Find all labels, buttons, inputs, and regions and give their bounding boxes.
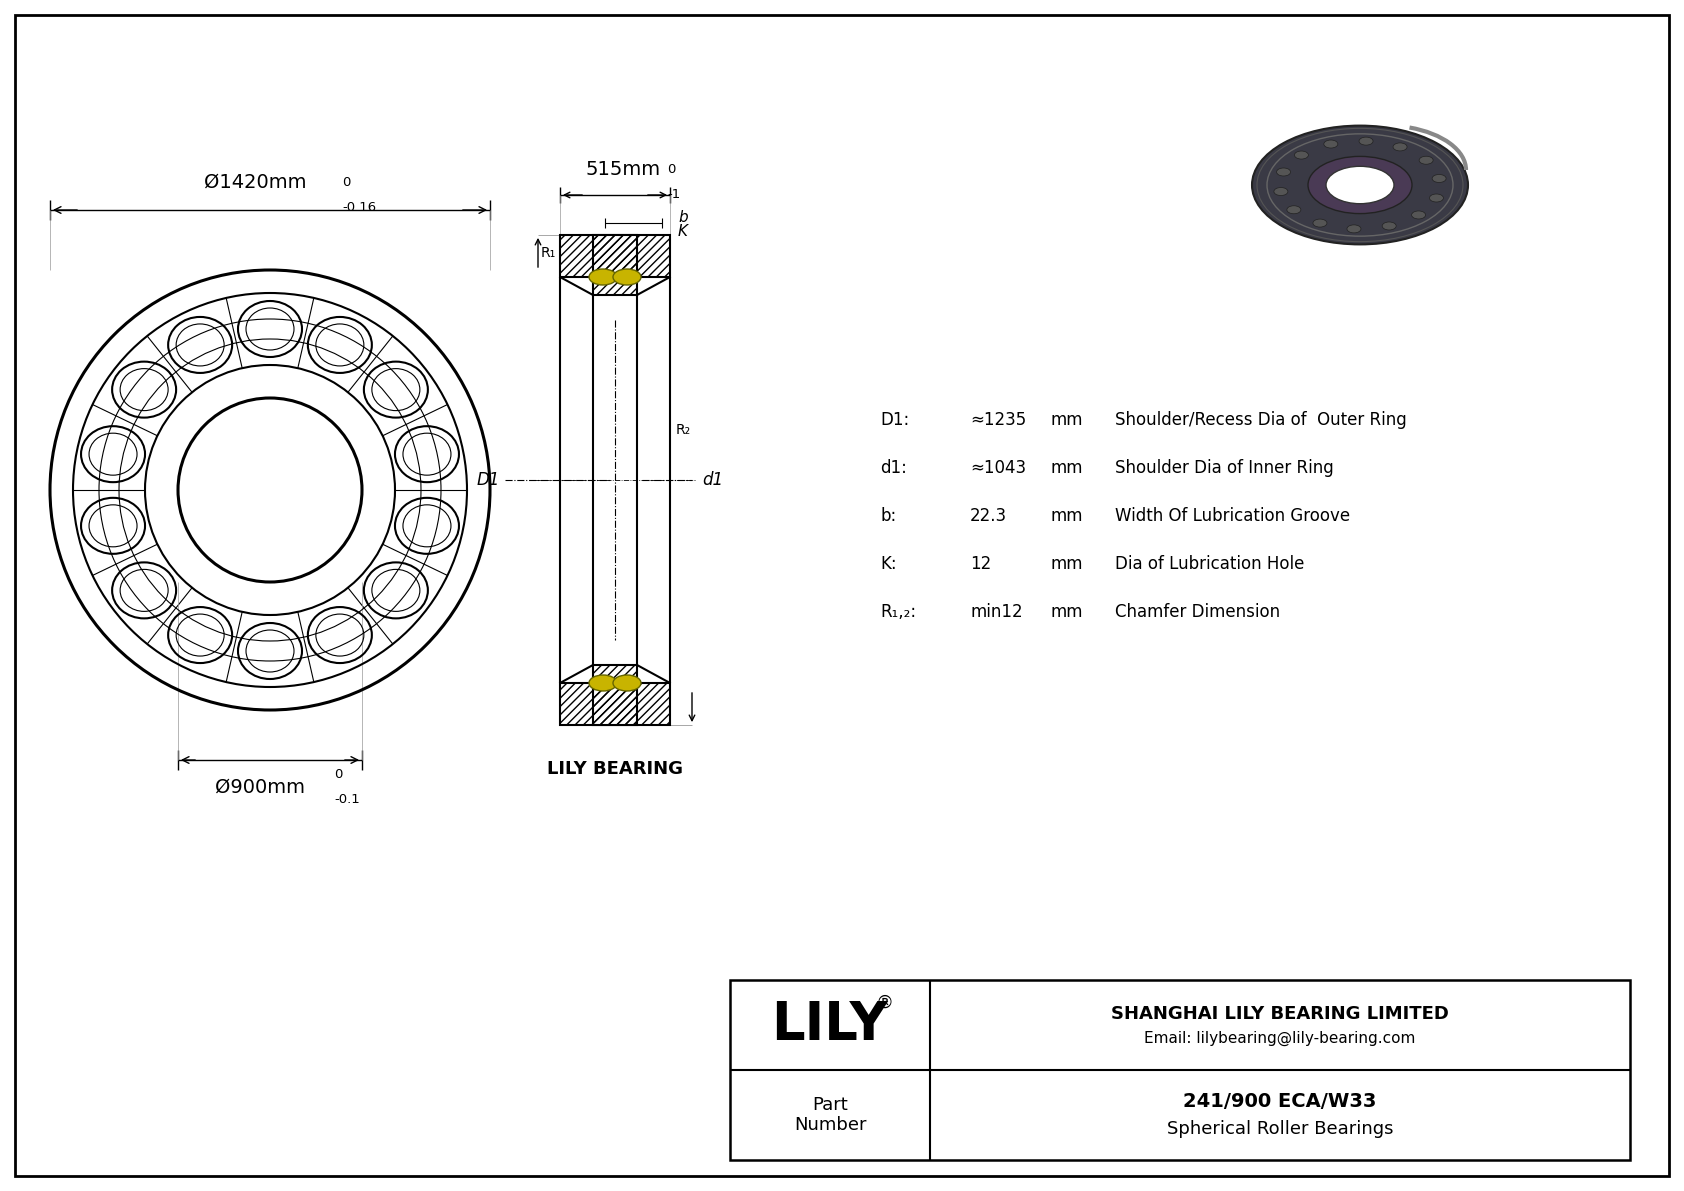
Text: R₁,₂:: R₁,₂: bbox=[881, 603, 916, 621]
Ellipse shape bbox=[1295, 151, 1308, 160]
Text: mm: mm bbox=[1051, 555, 1083, 573]
Text: 22.3: 22.3 bbox=[970, 507, 1007, 525]
Text: Width Of Lubrication Groove: Width Of Lubrication Groove bbox=[1115, 507, 1351, 525]
Ellipse shape bbox=[1411, 211, 1426, 219]
Text: SHANGHAI LILY BEARING LIMITED: SHANGHAI LILY BEARING LIMITED bbox=[1111, 1005, 1448, 1023]
Text: R₁: R₁ bbox=[541, 247, 556, 260]
Bar bbox=[729, 980, 1630, 1160]
Text: b:: b: bbox=[881, 507, 896, 525]
Ellipse shape bbox=[589, 675, 616, 691]
Ellipse shape bbox=[1276, 168, 1290, 176]
Ellipse shape bbox=[1251, 125, 1468, 244]
Text: Ø900mm: Ø900mm bbox=[216, 778, 305, 797]
Text: d1:: d1: bbox=[881, 459, 908, 478]
Text: 515mm: 515mm bbox=[586, 160, 660, 179]
Bar bbox=[561, 235, 670, 278]
Ellipse shape bbox=[613, 675, 642, 691]
Ellipse shape bbox=[1314, 219, 1327, 227]
Text: ®: ® bbox=[876, 994, 894, 1012]
Text: -0.16: -0.16 bbox=[342, 201, 376, 214]
Bar bbox=[593, 235, 637, 295]
Text: 12: 12 bbox=[970, 555, 992, 573]
Text: mm: mm bbox=[1051, 411, 1083, 429]
Text: 0: 0 bbox=[342, 176, 350, 189]
Text: mm: mm bbox=[1051, 459, 1083, 478]
Text: LILY: LILY bbox=[771, 999, 889, 1050]
Text: Dia of Lubrication Hole: Dia of Lubrication Hole bbox=[1115, 555, 1305, 573]
Text: K:: K: bbox=[881, 555, 896, 573]
Text: mm: mm bbox=[1051, 507, 1083, 525]
Bar bbox=[593, 665, 637, 725]
Text: LILY BEARING: LILY BEARING bbox=[547, 760, 684, 778]
Text: ≈1043: ≈1043 bbox=[970, 459, 1026, 478]
Text: Chamfer Dimension: Chamfer Dimension bbox=[1115, 603, 1280, 621]
Text: d1: d1 bbox=[702, 470, 722, 490]
Bar bbox=[561, 682, 670, 725]
Bar bbox=[561, 682, 670, 725]
Text: R₂: R₂ bbox=[675, 423, 690, 437]
Ellipse shape bbox=[1324, 141, 1337, 148]
Ellipse shape bbox=[1430, 194, 1443, 202]
Text: Shoulder Dia of Inner Ring: Shoulder Dia of Inner Ring bbox=[1115, 459, 1334, 478]
Ellipse shape bbox=[1420, 156, 1433, 164]
Text: ≈1235: ≈1235 bbox=[970, 411, 1026, 429]
Ellipse shape bbox=[589, 269, 616, 285]
Text: D1: D1 bbox=[477, 470, 500, 490]
Bar bbox=[561, 235, 670, 278]
Text: Spherical Roller Bearings: Spherical Roller Bearings bbox=[1167, 1120, 1393, 1137]
Ellipse shape bbox=[613, 269, 642, 285]
Text: Part
Number: Part Number bbox=[793, 1096, 866, 1134]
Ellipse shape bbox=[1325, 167, 1394, 204]
Text: Email: lilybearing@lily-bearing.com: Email: lilybearing@lily-bearing.com bbox=[1145, 1031, 1416, 1046]
Text: b: b bbox=[679, 210, 687, 224]
Ellipse shape bbox=[1273, 187, 1288, 195]
Text: 0: 0 bbox=[333, 768, 342, 781]
Ellipse shape bbox=[1347, 225, 1361, 233]
Text: -0.1: -0.1 bbox=[333, 793, 360, 806]
Ellipse shape bbox=[1393, 143, 1408, 151]
Bar bbox=[593, 235, 637, 295]
Text: D1:: D1: bbox=[881, 411, 909, 429]
Ellipse shape bbox=[1431, 174, 1447, 182]
Text: min12: min12 bbox=[970, 603, 1022, 621]
Ellipse shape bbox=[1383, 222, 1396, 230]
Text: 0: 0 bbox=[667, 163, 675, 176]
Text: Ø1420mm: Ø1420mm bbox=[204, 173, 306, 192]
Text: mm: mm bbox=[1051, 603, 1083, 621]
Text: Shoulder/Recess Dia of  Outer Ring: Shoulder/Recess Dia of Outer Ring bbox=[1115, 411, 1406, 429]
Text: -1: -1 bbox=[667, 188, 680, 201]
Text: K: K bbox=[679, 224, 689, 238]
Ellipse shape bbox=[1359, 137, 1372, 145]
Ellipse shape bbox=[1308, 156, 1411, 213]
Ellipse shape bbox=[1287, 206, 1300, 213]
Bar bbox=[593, 665, 637, 725]
Text: 241/900 ECA/W33: 241/900 ECA/W33 bbox=[1184, 1092, 1378, 1111]
